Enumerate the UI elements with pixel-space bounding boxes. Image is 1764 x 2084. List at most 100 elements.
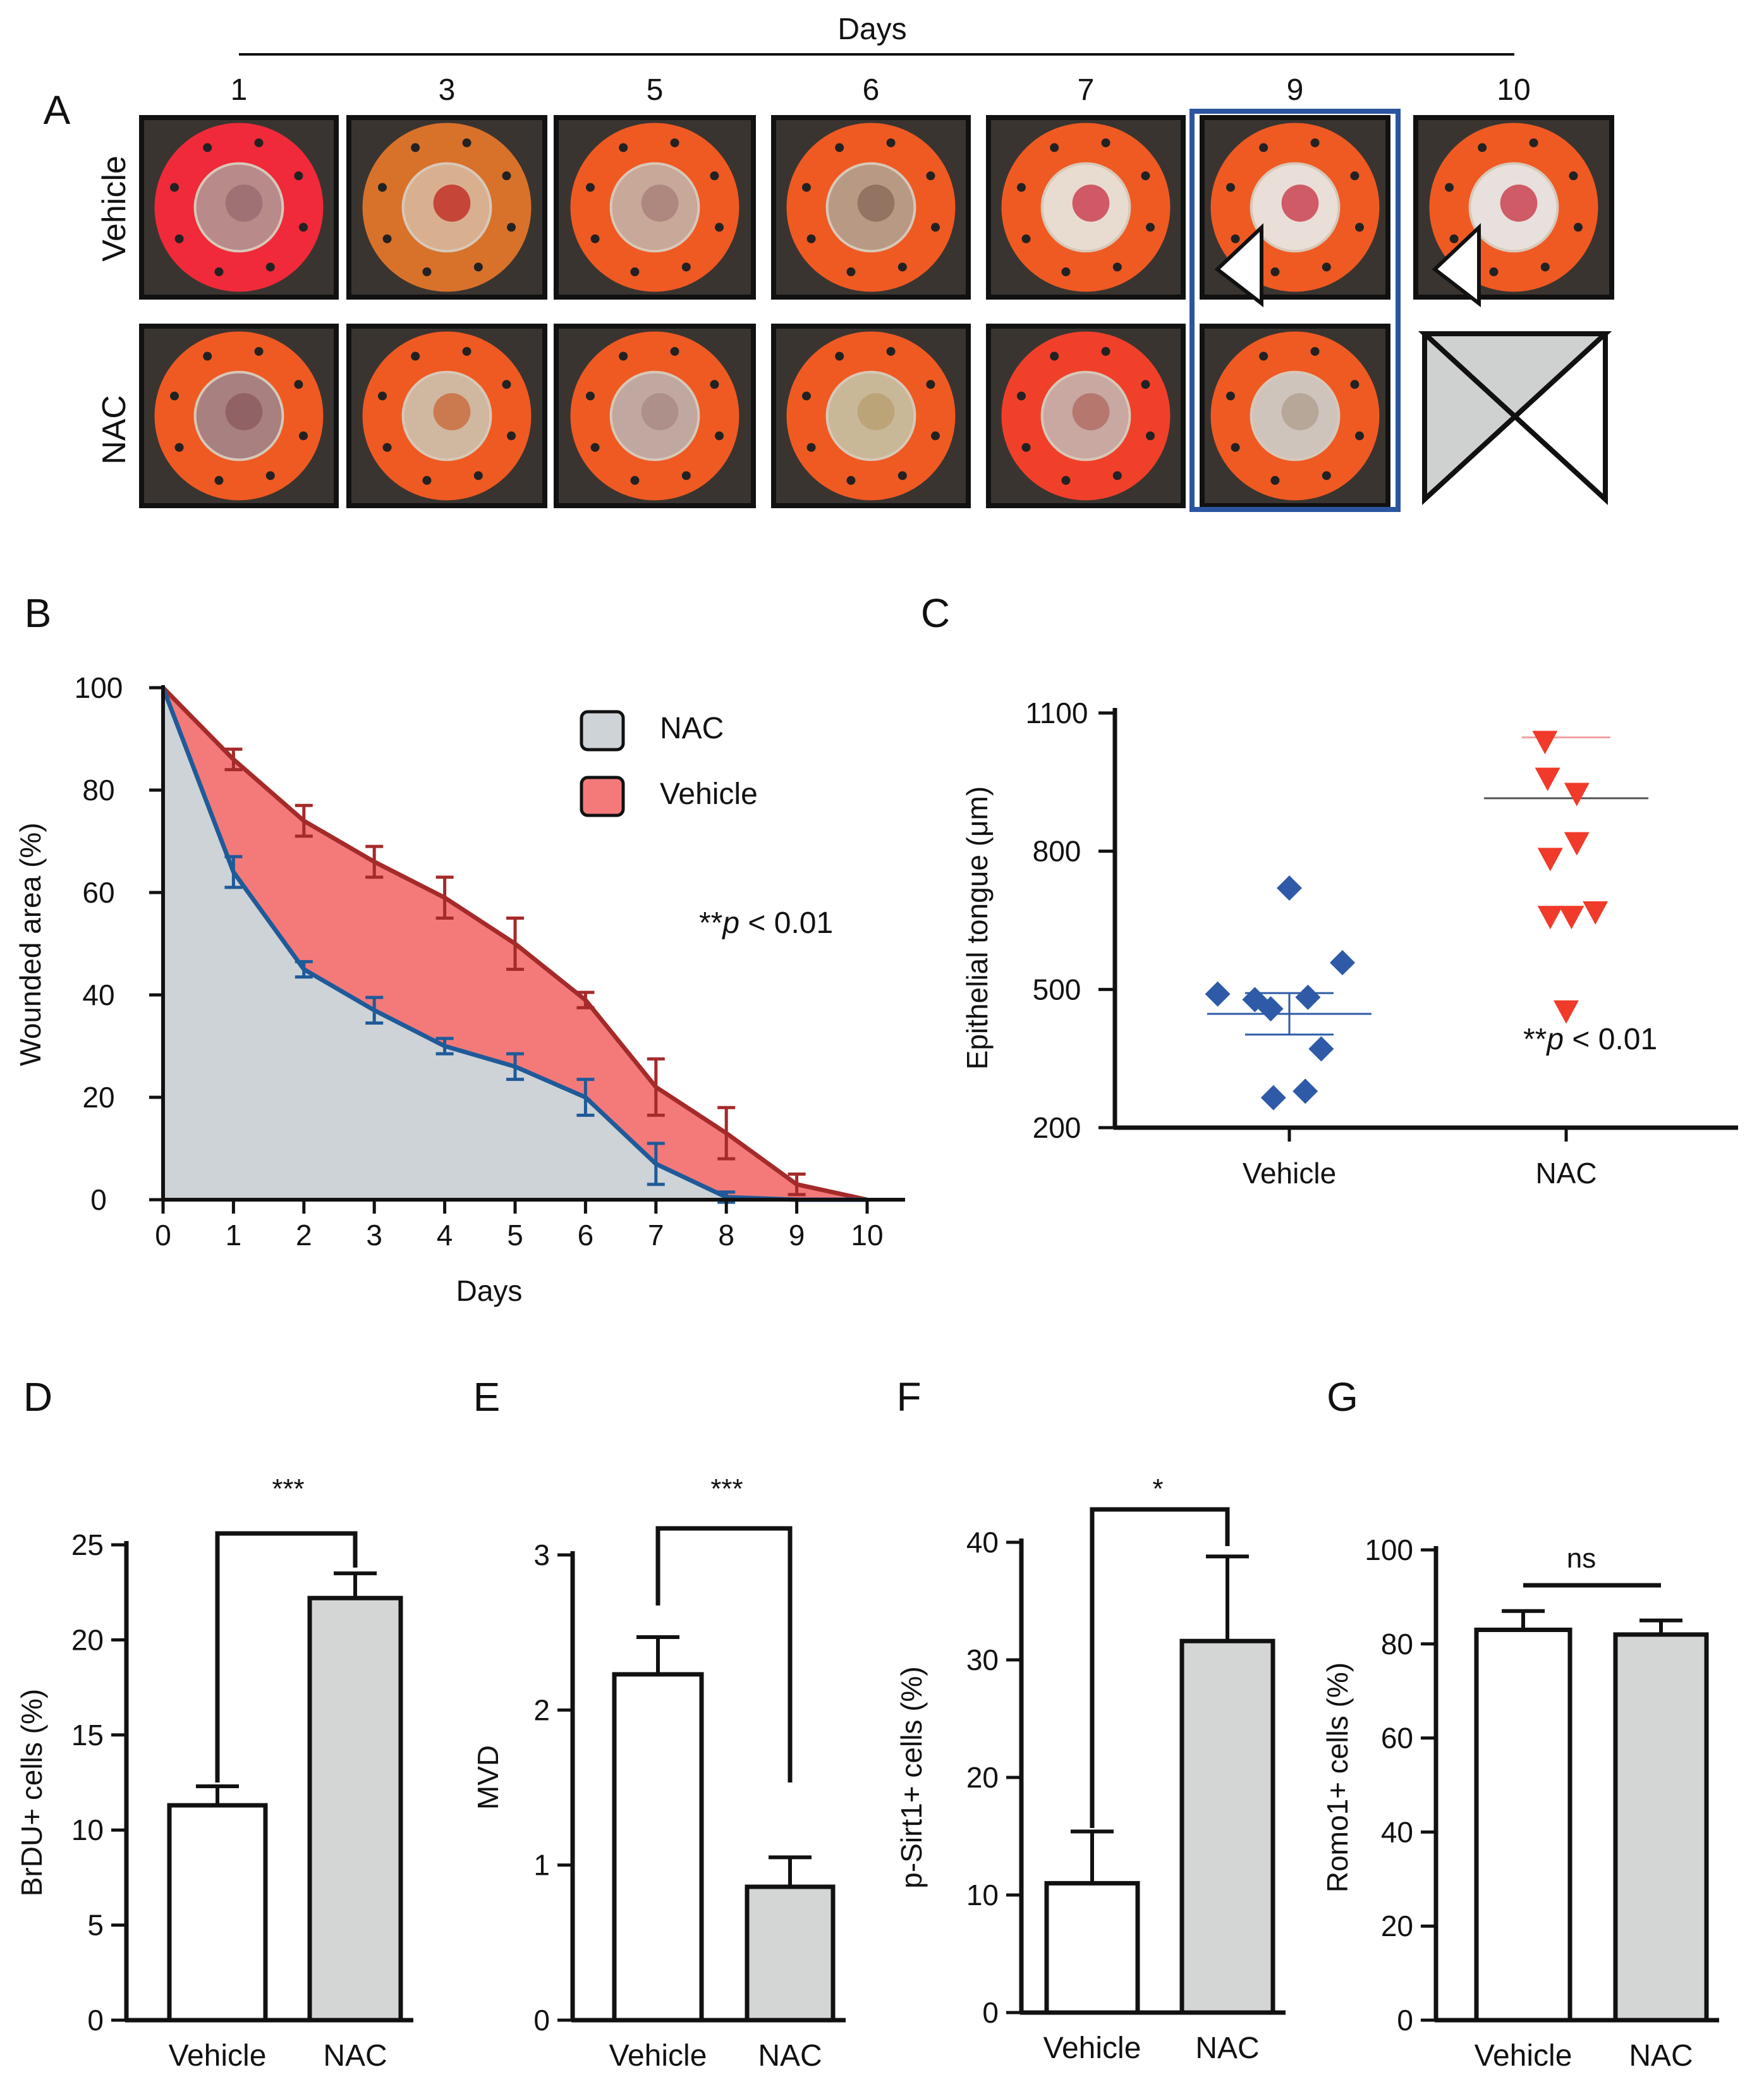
c-vehicle-point-8	[1293, 1078, 1318, 1104]
e-ytick-1: 1	[533, 1849, 550, 1882]
e-y-label: MVD	[471, 1745, 504, 1810]
suture-knot	[422, 267, 432, 277]
suture-knot	[377, 183, 387, 192]
suture-knot	[411, 143, 420, 152]
suture-knot	[1322, 471, 1331, 480]
suture-knot	[1444, 183, 1454, 192]
suture-knot	[1540, 262, 1550, 272]
f-ytick-20: 20	[966, 1761, 999, 1794]
b-x-label: Days	[456, 1274, 523, 1307]
suture-knot	[1016, 391, 1026, 401]
p-annot-rest: < 0.01	[739, 906, 833, 940]
suture-knot	[1226, 391, 1235, 401]
e-significance-bracket	[655, 1526, 793, 1782]
suture-knot	[1016, 183, 1026, 192]
c-nac-point-0	[1532, 731, 1558, 755]
day-label-7: 7	[1078, 73, 1095, 107]
suture-knot	[462, 346, 471, 356]
suture-knot	[174, 442, 184, 452]
g-bar-nac	[1613, 1632, 1709, 2023]
suture-knot	[886, 346, 896, 356]
photo-vehicle-day-7	[986, 115, 1186, 300]
b-xtick-9: 9	[789, 1219, 805, 1252]
d-significance-bracket	[215, 1531, 358, 1782]
suture-knot	[670, 138, 679, 147]
suture-knot	[473, 471, 483, 480]
suture-knot	[846, 267, 856, 277]
suture-knot	[846, 476, 856, 485]
photo-nac-day-5	[554, 324, 756, 508]
suture-knot	[382, 234, 392, 243]
suture-knot	[254, 138, 264, 147]
suture-knot	[931, 222, 940, 232]
e-ytick-3: 3	[533, 1539, 550, 1571]
suture-knot	[835, 143, 844, 152]
b-ytick-60: 60	[82, 876, 114, 909]
errorbar-vehicle-6	[576, 990, 595, 1009]
day-label-9: 9	[1287, 73, 1304, 107]
panel-letter-E: E	[473, 1374, 501, 1420]
errorbar-vehicle-3	[365, 844, 384, 879]
suture-knot	[619, 351, 628, 361]
suture-knot	[585, 183, 595, 192]
f-xtick-nac: NAC	[1195, 2032, 1259, 2065]
g-significance-label: ns	[1567, 1543, 1596, 1574]
suture-knot	[1478, 143, 1487, 152]
suture-knot	[801, 183, 811, 192]
g-ytick-100: 100	[1365, 1533, 1413, 1566]
c-ytick-500: 500	[1033, 973, 1081, 1006]
suture-knot	[1355, 431, 1365, 441]
c-xtick-NAC: NAC	[1535, 1157, 1597, 1190]
d-ytick-15: 15	[71, 1719, 104, 1752]
g-bar-vehicle	[1474, 1627, 1572, 2023]
errorbar-vehicle-2	[295, 803, 313, 838]
p-annot-p: p	[721, 906, 739, 940]
wound-core	[1072, 184, 1110, 222]
g-xtick-nac: NAC	[1629, 2039, 1693, 2073]
c-vehicle-point-7	[1260, 1085, 1286, 1111]
suture-knot	[886, 138, 896, 147]
p-annot-rest: < 0.01	[1564, 1023, 1657, 1056]
suture-knot	[1231, 442, 1240, 452]
wound-core	[857, 393, 895, 430]
suture-knot	[590, 234, 600, 243]
legend-swatch-vehicle	[580, 776, 625, 817]
suture-knot	[507, 222, 516, 232]
errorbar-vehicle-4	[435, 875, 454, 920]
days-header: Days	[837, 13, 906, 46]
day-label-6: 6	[863, 73, 880, 107]
day-label-5: 5	[647, 73, 664, 107]
panel-letter-A: A	[44, 87, 71, 133]
suture-knot	[1270, 476, 1280, 485]
b-p-value: **p < 0.01	[699, 906, 833, 940]
suture-knot	[1322, 262, 1331, 272]
c-nac-point-3	[1537, 848, 1563, 872]
b-ytick-80: 80	[82, 774, 114, 807]
suture-knot	[897, 471, 907, 480]
suture-knot	[294, 171, 303, 181]
f-ytick-10: 10	[966, 1879, 999, 1911]
panel-letter-C: C	[921, 590, 950, 636]
f-y-label: p-Sirt1+ cells (%)	[895, 1666, 928, 1888]
arrowhead-day-9	[1214, 223, 1263, 308]
c-nac-point-1	[1535, 767, 1560, 791]
b-xtick-2: 2	[296, 1219, 312, 1252]
errorbar-vehicle-1	[224, 747, 243, 772]
suture-knot	[585, 391, 595, 401]
b-xtick-10: 10	[851, 1219, 883, 1252]
suture-knot	[1112, 471, 1122, 480]
b-xtick-5: 5	[507, 1219, 523, 1252]
c-nac-point-8	[1554, 1000, 1579, 1024]
suture-knot	[710, 171, 719, 181]
f-bar-nac	[1179, 1638, 1275, 2015]
suture-knot	[254, 346, 264, 356]
wound-core	[641, 184, 679, 222]
d-ytick-0: 0	[87, 2004, 104, 2037]
suture-knot	[169, 183, 179, 192]
c-nac-point-5	[1537, 906, 1563, 930]
b-xtick-1: 1	[226, 1219, 242, 1252]
suture-knot	[502, 171, 511, 181]
wound-core	[857, 184, 895, 222]
errorbar-nac-5	[506, 1052, 524, 1082]
